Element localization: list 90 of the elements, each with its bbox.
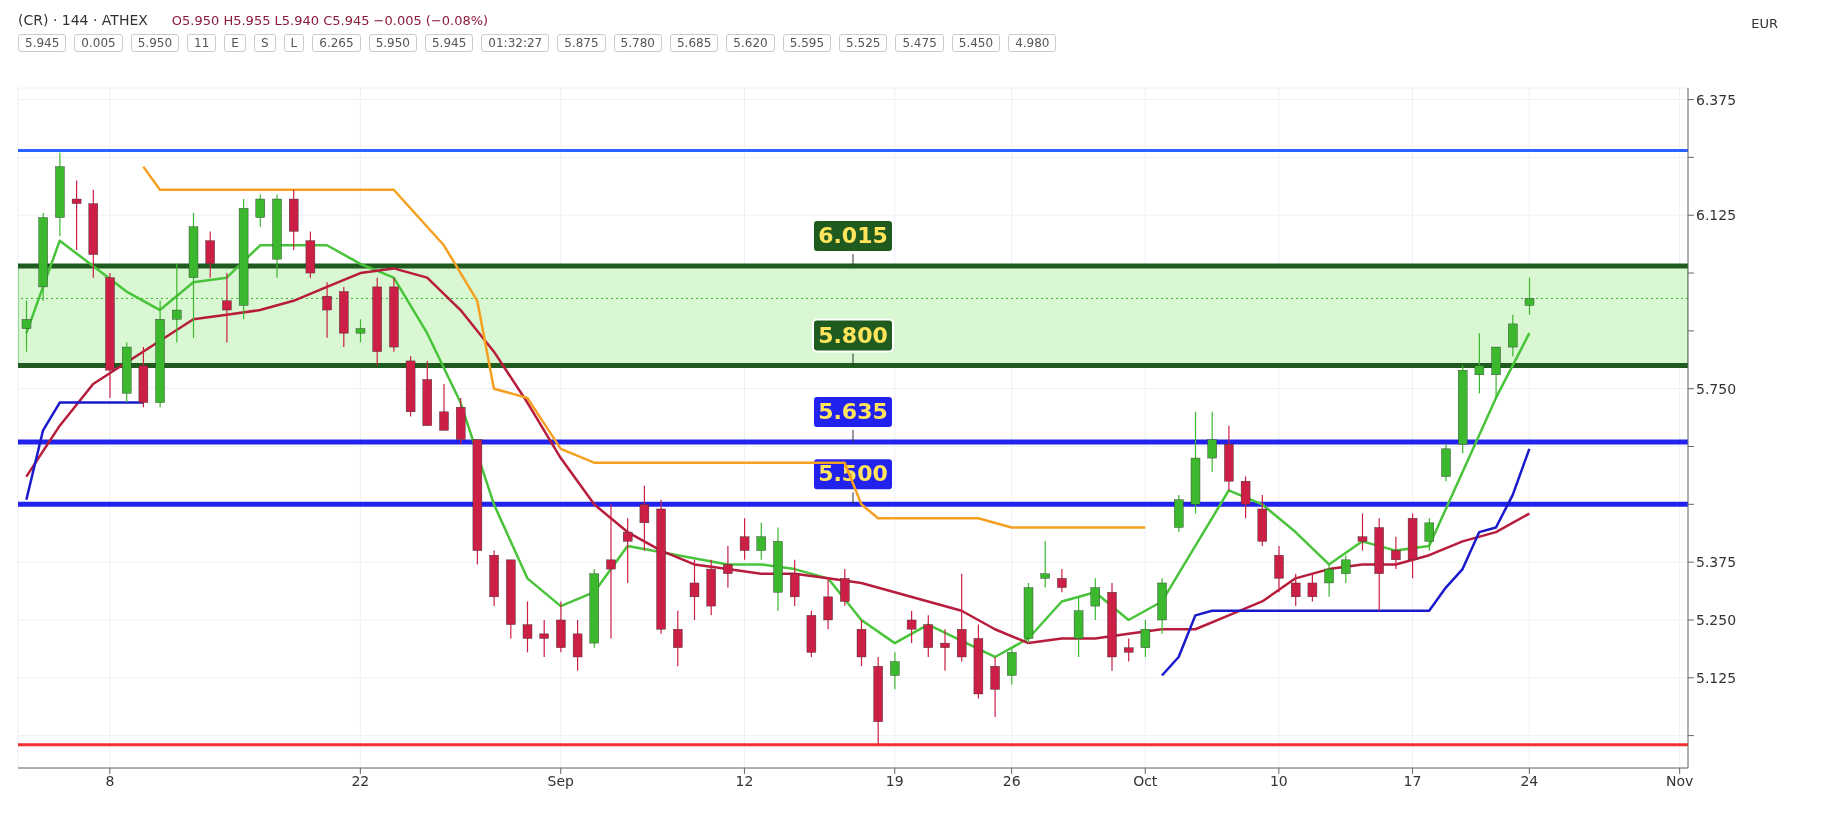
candlestick <box>1140 619 1151 658</box>
text: 5.475 <box>895 34 944 52</box>
candlestick <box>1474 332 1485 394</box>
candlestick <box>572 619 583 672</box>
chart-subtitle: O5.950 H5.955 L5.940 C5.945 −0.005 (−0.08%) <box>171 13 489 28</box>
candlestick <box>840 568 850 607</box>
text: 5.945 <box>18 34 67 52</box>
x-tick-label: Oct <box>1133 772 1158 789</box>
text: 5.875 <box>557 34 606 52</box>
text: L <box>283 34 305 52</box>
candlestick <box>606 503 616 640</box>
candlestick <box>21 300 32 353</box>
candlestick <box>439 383 449 431</box>
candlestick <box>623 517 633 584</box>
x-tick-label: 26 <box>1002 772 1021 789</box>
x-tick-label: 19 <box>885 772 904 789</box>
y-axis-title: EUR <box>1751 16 1778 31</box>
ref-line-label: 6.015 <box>818 223 888 249</box>
candlestick <box>823 577 833 630</box>
text: 4.980 <box>1008 34 1057 52</box>
text: 5.620 <box>726 34 775 52</box>
candlestick <box>689 559 700 621</box>
candlestick <box>1057 568 1067 593</box>
text: 11 <box>187 34 217 52</box>
x-tick-label: 22 <box>351 772 370 789</box>
y-tick-label: 6.125 <box>1696 207 1737 224</box>
candlestick <box>923 614 933 658</box>
candlestick <box>255 193 265 228</box>
candlestick <box>355 318 366 344</box>
candlestick <box>906 610 917 644</box>
text: 5.950 <box>130 34 180 52</box>
candlestick <box>1040 540 1050 589</box>
y-tick-label: 5.750 <box>1696 380 1737 397</box>
text: 5.685 <box>669 34 719 52</box>
y-tick-label: 5.250 <box>1696 611 1737 628</box>
candlestick <box>790 559 800 607</box>
candlestick <box>1124 637 1134 663</box>
x-tick-label: 10 <box>1269 772 1288 789</box>
x-tick-label: Sep <box>547 772 575 789</box>
y-tick-label: 5.375 <box>1696 554 1737 571</box>
candlestick <box>539 619 549 658</box>
candlestick <box>322 281 332 339</box>
text: 5.595 <box>782 34 832 52</box>
candlestick <box>1007 647 1017 686</box>
candlestick <box>1090 577 1100 621</box>
candlestick <box>639 485 650 552</box>
candlestick <box>71 179 82 251</box>
text: 01:32:27 <box>481 34 550 52</box>
text: 5.780 <box>613 34 662 52</box>
candlestick <box>1508 314 1518 357</box>
text: 5.945 <box>424 34 474 52</box>
candlestick <box>1324 563 1334 598</box>
candlestick <box>1207 411 1217 473</box>
text: S <box>253 34 276 52</box>
chart-title: (CR) · 144 · ATHEX <box>18 12 148 28</box>
text: 5.525 <box>839 34 888 52</box>
text: 5.450 <box>951 34 1001 52</box>
text: E <box>224 34 246 52</box>
ref-line-label: 5.635 <box>818 398 888 424</box>
candlestick <box>1341 554 1351 584</box>
line-series <box>142 165 1147 529</box>
candlestick <box>756 522 766 561</box>
y-tick-label: 5.125 <box>1696 669 1737 686</box>
text: 0.005 <box>74 34 123 52</box>
candlestick <box>723 545 733 589</box>
candlestick <box>1307 573 1318 603</box>
candlestick <box>205 230 215 279</box>
x-tick-label: 24 <box>1520 772 1539 789</box>
candlestick <box>890 651 900 690</box>
candlestick <box>739 517 750 561</box>
candlestick <box>940 628 950 672</box>
candlestick <box>222 272 232 344</box>
candlestick <box>1424 517 1434 552</box>
candlestick <box>1274 545 1284 593</box>
candlestick <box>990 656 1000 718</box>
x-tick-label: Nov <box>1665 772 1694 789</box>
candlestick <box>1291 573 1301 607</box>
x-tick-label: 17 <box>1403 772 1422 789</box>
y-tick-label: 6.375 <box>1696 91 1737 108</box>
candlestick <box>522 600 533 653</box>
x-tick-label: 8 <box>105 772 115 789</box>
text: 6.265 <box>312 34 361 52</box>
candlestick <box>1240 475 1251 519</box>
candlestick <box>673 610 683 667</box>
ref-line-label: 5.800 <box>818 322 888 348</box>
candlestick <box>1391 536 1401 570</box>
text: 5.950 <box>368 34 417 52</box>
x-tick-label: 12 <box>735 772 754 789</box>
candlestick <box>1357 512 1368 552</box>
line-series <box>1160 447 1531 677</box>
